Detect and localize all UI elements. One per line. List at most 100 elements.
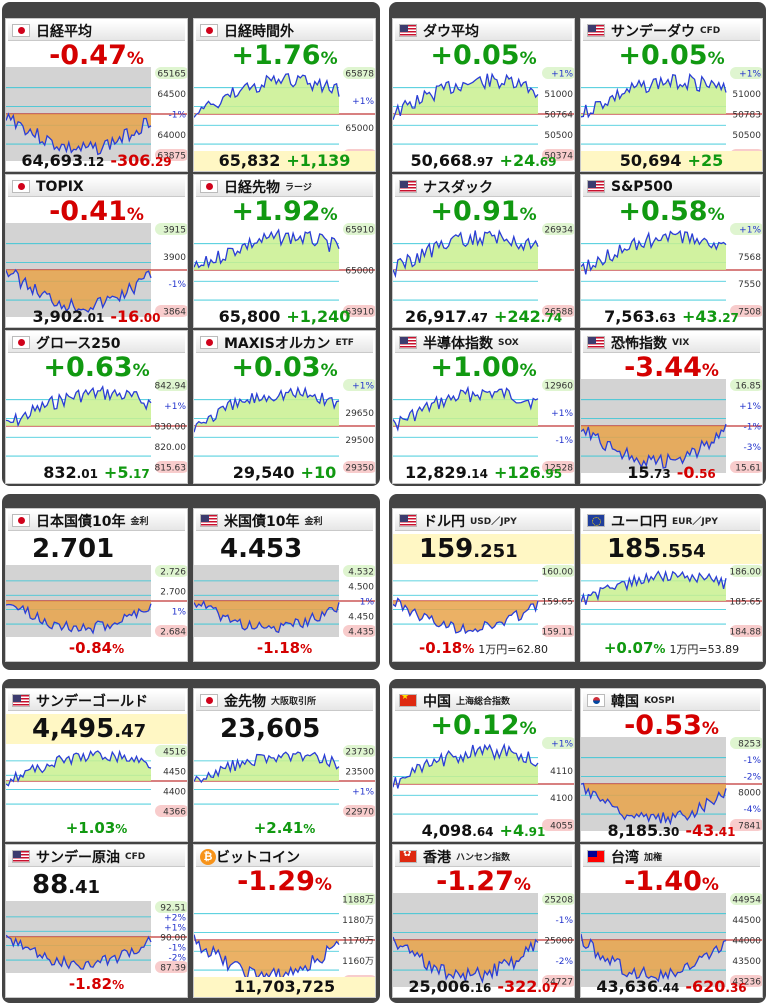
price-row: 832.01 +5.17 bbox=[43, 463, 150, 482]
market-card[interactable]: サンデー原油 CFD 88.41 92.51 +2% +1% 90.00 -1% -2% 87.3… bbox=[5, 844, 188, 998]
market-card[interactable]: 香港ハンセン指数-1.27%25208-1%25000-2%2472725,00… bbox=[392, 844, 575, 998]
change-percent: +0.03% bbox=[231, 352, 338, 383]
axis-label: 842.94 bbox=[155, 382, 187, 392]
price-row: 29,540 +10 bbox=[194, 463, 375, 483]
change-value: +126 bbox=[493, 463, 541, 482]
market-card[interactable]: ユーロ円 EUR／JPY 185.554 186.00 185.65 184.88 +0.0… bbox=[580, 508, 763, 662]
axis-label: 51000 bbox=[544, 90, 573, 100]
axis-label: 65878 bbox=[345, 70, 374, 80]
flag-icon bbox=[399, 850, 417, 863]
flag-icon bbox=[12, 514, 30, 527]
change-value: +1,240 bbox=[286, 307, 351, 326]
axis-label: 22970 bbox=[345, 808, 374, 818]
card-title: 金先物 bbox=[224, 693, 266, 710]
flag-icon bbox=[200, 336, 218, 349]
axis-label: 2.726 bbox=[160, 568, 186, 578]
card-title: 恐怖指数 bbox=[611, 335, 667, 352]
price: 7,563 bbox=[604, 307, 655, 326]
axis-label: 44954 bbox=[732, 896, 761, 906]
market-card[interactable]: MAXISオルカン ETF +0.03% +1% 29650 29500 29350 29,5… bbox=[193, 330, 376, 484]
market-card[interactable]: TOPIX -0.41% 3915 3900 -1% 3864 3,902.01 -16.00 bbox=[5, 174, 188, 328]
change-percent: -0.53% bbox=[624, 710, 719, 741]
price: 43,636 bbox=[596, 977, 659, 996]
axis-label: 815.63 bbox=[155, 464, 187, 474]
market-card[interactable]: 日経平均 -0.47% 65165 64500 -1% 64000 63875 64,693.… bbox=[5, 18, 188, 172]
card-title: 日経先物 bbox=[224, 179, 280, 196]
market-card[interactable]: 台湾 加権 -1.40% 44954 44500 44000 43500 43236 43,63… bbox=[580, 844, 763, 998]
price-row: 8,185.30 -43.41 bbox=[607, 821, 736, 840]
card-title: 中国 bbox=[423, 693, 451, 710]
price-row: 11,703,725 bbox=[194, 977, 375, 997]
axis-label: +1% bbox=[352, 97, 374, 107]
axis-label: 26934 bbox=[544, 226, 573, 236]
card-title: ドル円 bbox=[423, 513, 465, 530]
flag-icon bbox=[587, 694, 605, 707]
flag-icon bbox=[399, 514, 417, 527]
change-value: -0 bbox=[676, 463, 695, 482]
card-title: ナスダック bbox=[423, 179, 493, 196]
price: 29,540 bbox=[232, 463, 295, 482]
change-percent: -3.44% bbox=[624, 352, 719, 383]
current-value: 4.453 bbox=[220, 534, 303, 564]
axis-label: 16.85 bbox=[735, 382, 761, 392]
price-chart: 65878+1%6500063871 bbox=[194, 67, 375, 161]
flag-icon bbox=[399, 180, 417, 193]
yen-conversion: 1万円=62.80 bbox=[478, 643, 548, 656]
axis-label: 1160万 bbox=[342, 957, 374, 967]
price: 3,902 bbox=[32, 307, 84, 326]
change-value: +24 bbox=[499, 151, 536, 170]
axis-label: 65910 bbox=[345, 226, 374, 236]
card-title: 韓国 bbox=[611, 693, 639, 710]
change-percent: +0.12% bbox=[430, 710, 537, 741]
axis-label: +1% bbox=[164, 924, 186, 934]
price-row: 50,694 +25 bbox=[581, 151, 762, 171]
change-value: +1,139 bbox=[286, 151, 351, 170]
market-card[interactable]: 中国上海総合指数+0.12%+1%4110410040554,098.64+4.… bbox=[392, 688, 575, 842]
card-title: サンデーダウ bbox=[611, 23, 695, 40]
change-percent: +1.76% bbox=[231, 40, 338, 71]
price-row: 4,098.64 +4.91 bbox=[421, 821, 546, 840]
flag-icon bbox=[12, 336, 30, 349]
market-card[interactable]: グロース250 +0.63% 842.94 +1% 830.00 820.00 815.63… bbox=[5, 330, 188, 484]
axis-label: 4450 bbox=[163, 768, 186, 778]
card-title: 香港 bbox=[423, 849, 451, 866]
market-card[interactable]: 日本国債10年 金利 2.701 2.726 2.700 1% 2.684 -0.84% bbox=[5, 508, 188, 662]
market-card[interactable]: 日経時間外+1.76%65878+1%650006387165,832+1,13… bbox=[193, 18, 376, 172]
current-value: 159.251 bbox=[393, 534, 574, 564]
market-card[interactable]: 米国債10年 金利 4.453 4.532 4.500 1% 4.450 4.435 -1.18… bbox=[193, 508, 376, 662]
card-header: 日本国債10年 金利 bbox=[8, 511, 185, 531]
card-header: グロース250 bbox=[8, 333, 185, 353]
flag-icon bbox=[200, 694, 218, 707]
yen-conversion: 1万円=53.89 bbox=[669, 643, 740, 656]
axis-label: 29350 bbox=[345, 464, 374, 474]
axis-label: -1% bbox=[555, 916, 573, 926]
market-card[interactable]: ダウ平均 +0.05% +1% 51000 50764 50500 50374 50,668.… bbox=[392, 18, 575, 172]
market-card[interactable]: S&P500 +0.58% +1% 7568 7550 7508 7,563.63 +43.2… bbox=[580, 174, 763, 328]
market-card[interactable]: 日経先物 ラージ +1.92% 65910 65000 63910 65,800 +1,240 bbox=[193, 174, 376, 328]
axis-label: 29650 bbox=[345, 409, 374, 419]
price: 832 bbox=[43, 463, 77, 482]
market-card[interactable]: サンデーゴールド 4,495.47 4516 4450 4400 4366 +1.03% bbox=[5, 688, 188, 842]
axis-label: 43500 bbox=[732, 957, 761, 967]
axis-label: 92.51 bbox=[160, 904, 186, 914]
axis-label: 1% bbox=[360, 598, 375, 608]
change-percent: -0.47% bbox=[49, 40, 144, 71]
market-card[interactable]: 韓国 KOSPI -0.53% 8253 -1% -2% 8000 -4% 7841 8,185.… bbox=[580, 688, 763, 842]
change-value: +25 bbox=[687, 151, 724, 170]
card-title: 日経時間外 bbox=[224, 23, 294, 40]
market-card[interactable]: 金先物 大阪取引所 23,605 23730 23500 +1% 22970 +2.41% bbox=[193, 688, 376, 842]
market-card[interactable]: 恐怖指数 VIX -3.44% 16.85 +1% -1% -3% 15.61 15.73 -0.… bbox=[580, 330, 763, 484]
market-card[interactable]: ドル円 USD／JPY 159.251 160.00 159.65 159.11 -0.18… bbox=[392, 508, 575, 662]
price: 65,800 bbox=[218, 307, 281, 326]
current-value: 2.701 bbox=[32, 534, 115, 564]
market-card[interactable]: サンデーダウCFD+0.05%+1%5100050783505005031850… bbox=[580, 18, 763, 172]
card-header: 半導体指数 SOX bbox=[395, 333, 572, 353]
change-percent: -1.82% bbox=[68, 975, 125, 993]
axis-label: 820.00 bbox=[155, 443, 187, 453]
price: 64,693 bbox=[21, 151, 84, 170]
price-chart: 842.94 +1% 830.00 820.00 815.63 bbox=[6, 379, 187, 474]
axis-label: 185.65 bbox=[730, 598, 762, 608]
market-card[interactable]: ナスダック +0.91% 26934 26588 26,917.47 +242.74 bbox=[392, 174, 575, 328]
market-card[interactable]: ₿ビットコイン-1.29%1188万1180万1170万1160万1155万11… bbox=[193, 844, 376, 998]
market-card[interactable]: 半導体指数 SOX +1.00% 12960 +1% -1% 12528 12,829.14 +… bbox=[392, 330, 575, 484]
